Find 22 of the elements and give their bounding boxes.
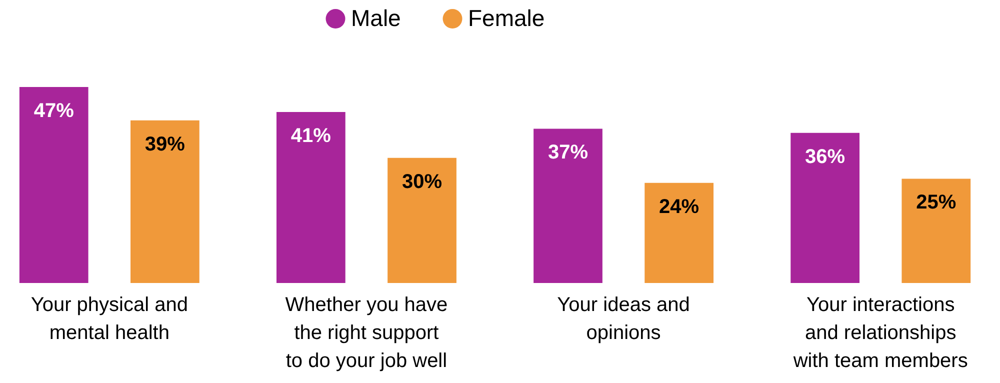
data-label: 25%: [916, 192, 956, 214]
data-label: 47%: [34, 100, 74, 122]
x-tick-label: Your interactions and relationships with team members: [792, 294, 968, 372]
data-label: 37%: [548, 142, 588, 164]
bar: [534, 128, 602, 283]
bar: [644, 182, 714, 283]
x-tick-label: Your ideas and opinions: [557, 294, 690, 344]
bar: [902, 178, 971, 283]
legend-label: Female: [468, 4, 545, 31]
data-label: 36%: [805, 146, 846, 168]
data-label: 41%: [290, 125, 332, 148]
bar: [19, 87, 88, 283]
x-tick-label: Your physical and mental health: [30, 294, 188, 344]
data-label: 30%: [402, 170, 442, 193]
legend-label: Male: [351, 4, 401, 31]
data-label: 39%: [144, 133, 186, 156]
bar: [130, 120, 200, 283]
bar: [276, 112, 346, 283]
bar: [790, 132, 860, 283]
bar: [388, 158, 456, 283]
data-label: 24%: [659, 196, 700, 218]
x-tick-label: Whether you have the right support to do your job well: [285, 294, 448, 372]
